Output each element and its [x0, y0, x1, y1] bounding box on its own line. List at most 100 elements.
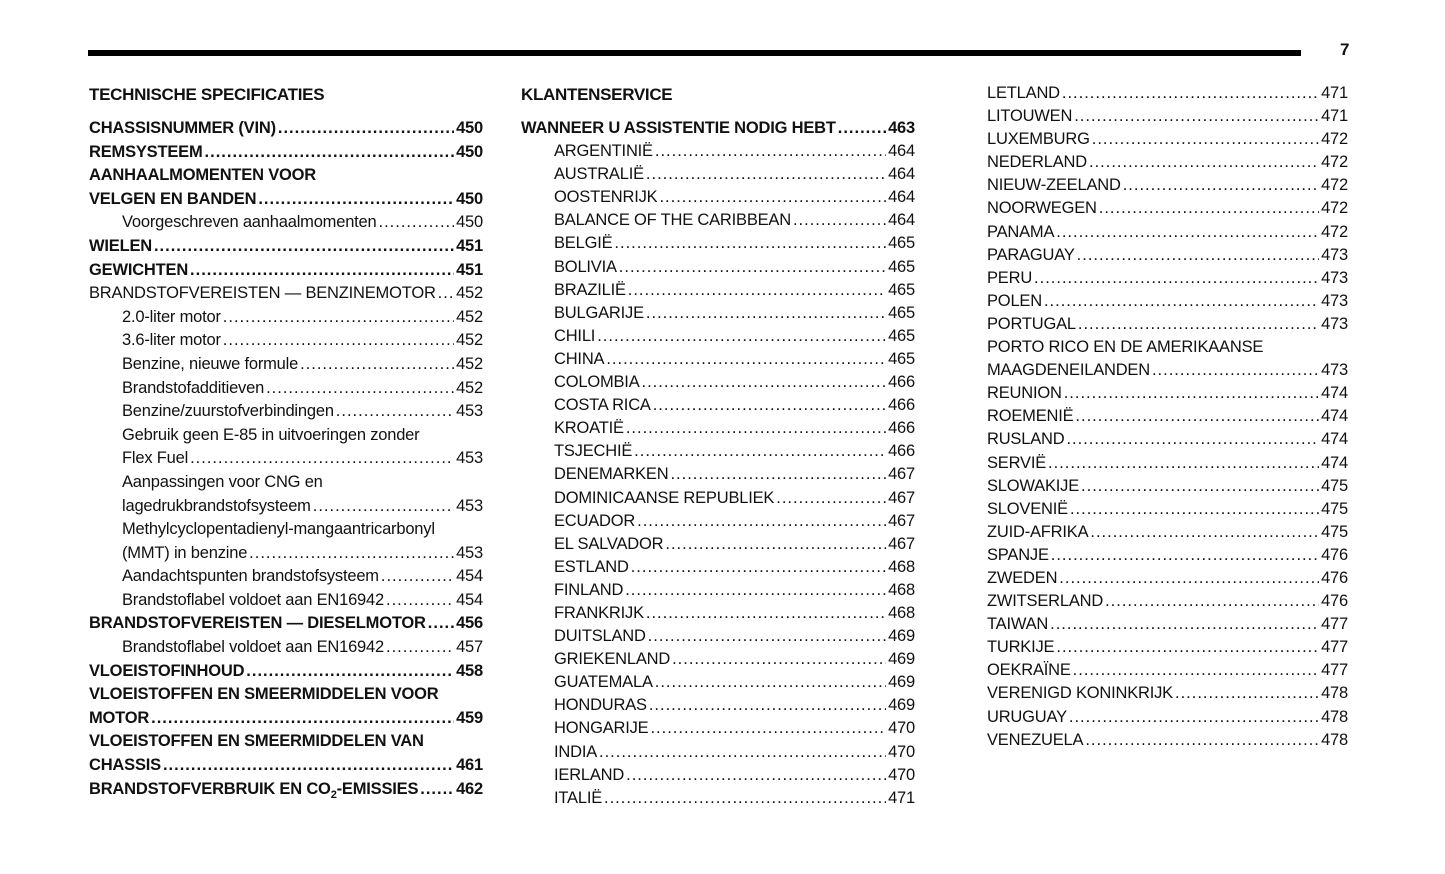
toc-entry[interactable]: SPANJE 476	[987, 544, 1348, 567]
toc-entry[interactable]: FINLAND 468	[521, 579, 915, 602]
toc-entry[interactable]: Aanpassingen voor CNG en	[89, 471, 483, 495]
toc-entry[interactable]: PORTO RICO EN DE AMERIKAANSE	[987, 336, 1348, 359]
toc-entry[interactable]: FRANKRIJK 468	[521, 602, 915, 625]
toc-entry[interactable]: SLOVENIË 475	[987, 498, 1348, 521]
toc-entry[interactable]: BRANDSTOFVEREISTEN — DIESELMOTOR 456	[89, 612, 483, 636]
toc-entry-text: LUXEMBURG	[987, 130, 1090, 149]
toc-entry[interactable]: Brandstofadditieven 452	[89, 377, 483, 401]
dot-leader	[1092, 128, 1319, 151]
toc-entry[interactable]: LITOUWEN 471	[987, 105, 1348, 128]
toc-entry[interactable]: ESTLAND 468	[521, 556, 915, 579]
toc-entry-text: CHILI	[554, 326, 596, 345]
toc-entry[interactable]: Voorgeschreven aanhaalmomenten 450	[89, 211, 483, 235]
toc-entry[interactable]: Methylcyclopentadienyl-mangaantricarbony…	[89, 518, 483, 542]
toc-entry[interactable]: GRIEKENLAND 469	[521, 648, 915, 671]
toc-entry[interactable]: CHASSISNUMMER (VIN) 450	[89, 117, 483, 141]
toc-entry[interactable]: Brandstoflabel voldoet aan EN16942 457	[89, 636, 483, 660]
toc-entry[interactable]: GEWICHTEN 451	[89, 259, 483, 283]
toc-entry[interactable]: HONGARIJE 470	[521, 717, 915, 740]
toc-entry[interactable]: ITALIË 471	[521, 787, 915, 810]
toc-entry[interactable]: (MMT) in benzine 453	[89, 542, 483, 566]
toc-entry[interactable]: MAAGDENEILANDEN 473	[987, 359, 1348, 382]
toc-entry[interactable]: WIELEN 451	[89, 235, 483, 259]
toc-entry[interactable]: URUGUAY 478	[987, 706, 1348, 729]
toc-entry[interactable]: TAIWAN 477	[987, 613, 1348, 636]
toc-entry[interactable]: DUITSLAND 469	[521, 625, 915, 648]
toc-entry[interactable]: DOMINICAANSE REPUBLIEK 467	[521, 487, 915, 510]
toc-entry[interactable]: NOORWEGEN 472	[987, 197, 1348, 220]
toc-entry[interactable]: REUNION 474	[987, 382, 1348, 405]
toc-entry[interactable]: LUXEMBURG 472	[987, 128, 1348, 151]
toc-entry[interactable]: VELGEN EN BANDEN 450	[89, 188, 483, 212]
toc-page-number: 465	[888, 326, 915, 345]
toc-entry[interactable]: 3.6-liter motor 452	[89, 329, 483, 353]
toc-entry[interactable]: WANNEER U ASSISTENTIE NODIG HEBT 463	[521, 117, 915, 140]
toc-entry[interactable]: ZWEDEN 476	[987, 567, 1348, 590]
toc-entry[interactable]: INDIA 470	[521, 741, 915, 764]
toc-entry[interactable]: CHILI 465	[521, 325, 915, 348]
toc-entry[interactable]: lagedrukbrandstofsysteem 453	[89, 495, 483, 519]
toc-entry[interactable]: ZWITSERLAND 476	[987, 590, 1348, 613]
toc-entry[interactable]: PANAMA 472	[987, 221, 1348, 244]
toc-entry[interactable]: TSJECHIË 466	[521, 440, 915, 463]
toc-entry[interactable]: Aandachtspunten brandstofsysteem 454	[89, 565, 483, 589]
toc-entry[interactable]: PARAGUAY 473	[987, 244, 1348, 267]
toc-entry[interactable]: NEDERLAND 472	[987, 151, 1348, 174]
toc-entry[interactable]: BRANDSTOFVERBRUIK EN CO2-EMISSIES 462	[89, 778, 483, 802]
toc-entry[interactable]: REMSYSTEEM 450	[89, 141, 483, 165]
toc-entry[interactable]: MOTOR 459	[89, 707, 483, 731]
toc-entry[interactable]: AUSTRALIË 464	[521, 163, 915, 186]
toc-entry[interactable]: ECUADOR 467	[521, 510, 915, 533]
toc-entry-label: BRAZILIË	[554, 279, 626, 302]
toc-entry[interactable]: ZUID-AFRIKA 475	[987, 521, 1348, 544]
toc-entry[interactable]: VLOEISTOFFEN EN SMEERMIDDELEN VAN	[89, 730, 483, 754]
toc-entry[interactable]: PERU 473	[987, 267, 1348, 290]
toc-entry[interactable]: VERENIGD KONINKRIJK 478	[987, 682, 1348, 705]
toc-entry[interactable]: CHINA 465	[521, 348, 915, 371]
toc-entry[interactable]: KROATIË 466	[521, 417, 915, 440]
toc-entry[interactable]: Flex Fuel 453	[89, 447, 483, 471]
toc-entry[interactable]: HONDURAS 469	[521, 694, 915, 717]
toc-entry[interactable]: 2.0-liter motor 452	[89, 306, 483, 330]
toc-entry[interactable]: Brandstoflabel voldoet aan EN16942 454	[89, 589, 483, 613]
toc-entry[interactable]: SLOWAKIJE 475	[987, 475, 1348, 498]
toc-entry[interactable]: CHASSIS 461	[89, 754, 483, 778]
toc-entry[interactable]: OOSTENRIJK 464	[521, 186, 915, 209]
toc-entry[interactable]: BELGIË 465	[521, 232, 915, 255]
toc-entry[interactable]: PORTUGAL 473	[987, 313, 1348, 336]
toc-entry[interactable]: AANHAALMOMENTEN VOOR	[89, 164, 483, 188]
toc-entry[interactable]: Gebruik geen E-85 in uitvoeringen zonder	[89, 424, 483, 448]
toc-entry[interactable]: ROEMENIË 474	[987, 405, 1348, 428]
toc-entry[interactable]: COLOMBIA 466	[521, 371, 915, 394]
toc-entry[interactable]: IERLAND 470	[521, 764, 915, 787]
toc-entry[interactable]: Benzine/zuurstofverbindingen 453	[89, 400, 483, 424]
toc-page-number: 451	[456, 260, 483, 279]
toc-page-number: 464	[888, 211, 915, 230]
toc-entry[interactable]: EL SALVADOR 467	[521, 533, 915, 556]
toc-entry[interactable]: TURKIJE 477	[987, 636, 1348, 659]
toc-entry-text: BOLIVIA	[554, 257, 617, 276]
toc-entry[interactable]: BULGARIJE 465	[521, 302, 915, 325]
dot-leader	[838, 117, 886, 140]
toc-entry[interactable]: VENEZUELA 478	[987, 729, 1348, 752]
toc-entry[interactable]: LETLAND 471	[987, 82, 1348, 105]
toc-entry[interactable]: BRANDSTOFVEREISTEN — BENZINEMOTOR 452	[89, 282, 483, 306]
toc-entry[interactable]: RUSLAND 474	[987, 428, 1348, 451]
toc-entry[interactable]: NIEUW-ZEELAND 472	[987, 174, 1348, 197]
dot-leader	[1081, 475, 1319, 498]
toc-entry[interactable]: POLEN 473	[987, 290, 1348, 313]
toc-entry[interactable]: COSTA RICA 466	[521, 394, 915, 417]
toc-entry-text: ROEMENIË	[987, 407, 1074, 426]
toc-entry[interactable]: ARGENTINIË 464	[521, 140, 915, 163]
toc-entry[interactable]: VLOEISTOFFEN EN SMEERMIDDELEN VOOR	[89, 683, 483, 707]
toc-entry[interactable]: VLOEISTOFINHOUD 458	[89, 660, 483, 684]
toc-entry[interactable]: GUATEMALA 469	[521, 671, 915, 694]
toc-entry-label: SPANJE	[987, 544, 1049, 567]
toc-entry[interactable]: Benzine, nieuwe formule 452	[89, 353, 483, 377]
toc-entry[interactable]: SERVIË 474	[987, 452, 1348, 475]
toc-entry[interactable]: DENEMARKEN 467	[521, 463, 915, 486]
toc-entry[interactable]: BALANCE OF THE CARIBBEAN 464	[521, 209, 915, 232]
toc-entry[interactable]: OEKRAÏNE 477	[987, 659, 1348, 682]
toc-entry[interactable]: BRAZILIË 465	[521, 279, 915, 302]
toc-entry[interactable]: BOLIVIA 465	[521, 256, 915, 279]
